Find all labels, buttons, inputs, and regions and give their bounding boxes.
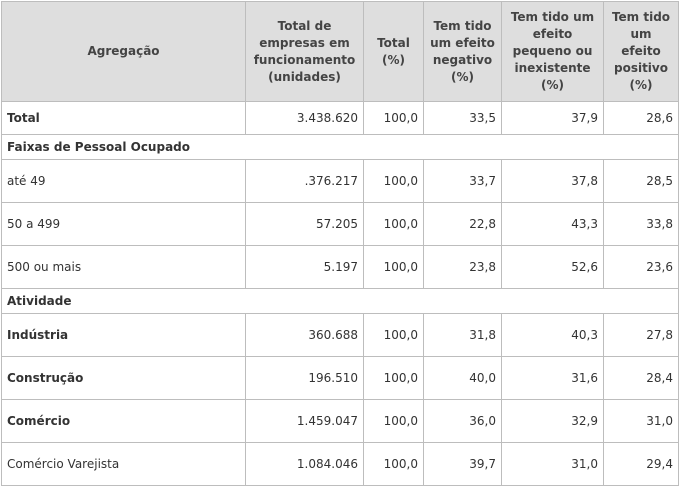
value-cell: 1.459.047 — [245, 399, 364, 443]
data-row: Comércio 1.459.047 100,0 36,0 32,9 31,0 — [1, 399, 679, 443]
value-cell: 39,7 — [423, 442, 502, 486]
value-cell: 32,9 — [501, 399, 604, 443]
value-cell: 52,6 — [501, 245, 604, 289]
value-cell: 31,6 — [501, 356, 604, 400]
value-cell: 40,3 — [501, 313, 604, 357]
value-cell: 3.438.620 — [245, 101, 364, 135]
row-label: até 49 — [1, 159, 246, 203]
row-label: Construção — [1, 356, 246, 400]
section-cell: Atividade — [1, 288, 679, 314]
value-cell: 100,0 — [363, 313, 424, 357]
value-cell: 27,8 — [603, 313, 679, 357]
header-cell: Tem tido um efeito positivo (%) — [603, 1, 679, 102]
value-cell: 5.197 — [245, 245, 364, 289]
table-body: Total 3.438.620 100,0 33,5 37,9 28,6 Faixas de… — [1, 101, 679, 486]
value-cell: 23,8 — [423, 245, 502, 289]
value-cell: 1.084.046 — [245, 442, 364, 486]
value-cell: 100,0 — [363, 101, 424, 135]
value-cell: 40,0 — [423, 356, 502, 400]
row-label: Comércio — [1, 399, 246, 443]
value-cell: 100,0 — [363, 202, 424, 246]
data-row: Total 3.438.620 100,0 33,5 37,9 28,6 — [1, 101, 679, 135]
value-cell: 196.510 — [245, 356, 364, 400]
value-cell: 100,0 — [363, 159, 424, 203]
row-label: 500 ou mais — [1, 245, 246, 289]
row-label: Total — [1, 101, 246, 135]
value-cell: 28,5 — [603, 159, 679, 203]
header-cell: Total de empresas em funcionamento (unid… — [245, 1, 364, 102]
value-cell: .376.217 — [245, 159, 364, 203]
value-cell: 100,0 — [363, 442, 424, 486]
value-cell: 22,8 — [423, 202, 502, 246]
header-cell: Tem tido um efeito pequeno ou inexistent… — [501, 1, 604, 102]
value-cell: 100,0 — [363, 356, 424, 400]
value-cell: 28,6 — [603, 101, 679, 135]
data-row: Construção 196.510 100,0 40,0 31,6 28,4 — [1, 356, 679, 400]
value-cell: 57.205 — [245, 202, 364, 246]
value-cell: 33,7 — [423, 159, 502, 203]
row-label: Indústria — [1, 313, 246, 357]
section-row: Faixas de Pessoal Ocupado — [1, 134, 679, 160]
data-row: 50 a 499 57.205 100,0 22,8 43,3 33,8 — [1, 202, 679, 246]
row-label: Comércio Varejista — [1, 442, 246, 486]
section-cell: Faixas de Pessoal Ocupado — [1, 134, 679, 160]
value-cell: 31,0 — [501, 442, 604, 486]
value-cell: 37,8 — [501, 159, 604, 203]
value-cell: 33,8 — [603, 202, 679, 246]
value-cell: 360.688 — [245, 313, 364, 357]
value-cell: 33,5 — [423, 101, 502, 135]
value-cell: 31,8 — [423, 313, 502, 357]
value-cell: 100,0 — [363, 399, 424, 443]
section-row: Atividade — [1, 288, 679, 314]
header-cell: Agregação — [1, 1, 246, 102]
data-row: 500 ou mais 5.197 100,0 23,8 52,6 23,6 — [1, 245, 679, 289]
value-cell: 31,0 — [603, 399, 679, 443]
value-cell: 29,4 — [603, 442, 679, 486]
data-row: Indústria 360.688 100,0 31,8 40,3 27,8 — [1, 313, 679, 357]
value-cell: 37,9 — [501, 101, 604, 135]
row-label: 50 a 499 — [1, 202, 246, 246]
value-cell: 28,4 — [603, 356, 679, 400]
value-cell: 36,0 — [423, 399, 502, 443]
header-cell: Tem tido um efeito negativo (%) — [423, 1, 502, 102]
data-row: até 49.376.217 100,0 33,7 37,8 28,5 — [1, 159, 679, 203]
value-cell: 43,3 — [501, 202, 604, 246]
value-cell: 23,6 — [603, 245, 679, 289]
header-row: Agregação Total de empresas em funcioname… — [1, 1, 679, 102]
header-cell: Total (%) — [363, 1, 424, 102]
data-row: Comércio Varejista 1.084.046 100,0 39,7 31,0… — [1, 442, 679, 486]
value-cell: 100,0 — [363, 245, 424, 289]
